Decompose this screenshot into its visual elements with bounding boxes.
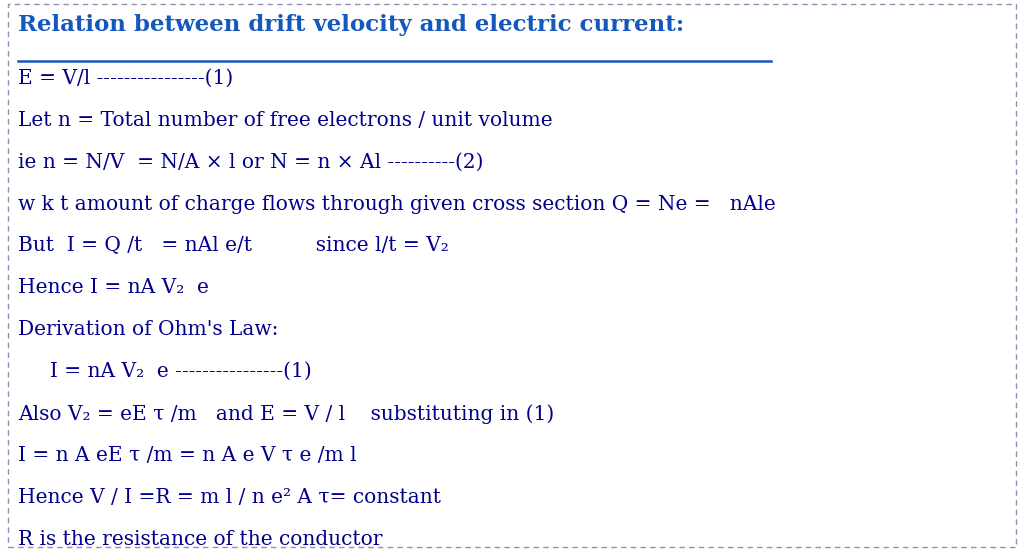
Text: I = n A eE τ /m = n A e V τ e /m l: I = n A eE τ /m = n A e V τ e /m l [18,446,357,464]
Text: Hence I = nA V₂  e: Hence I = nA V₂ e [18,278,209,297]
Text: Derivation of Ohm's Law:: Derivation of Ohm's Law: [18,320,279,339]
Text: But  I = Q /t   = nAl e/t          since l/t = V₂: But I = Q /t = nAl e/t since l/t = V₂ [18,236,450,255]
Text: Also V₂ = eE τ /m   and E = V / l    substituting in (1): Also V₂ = eE τ /m and E = V / l substitu… [18,404,555,424]
Text: R is the resistance of the conductor: R is the resistance of the conductor [18,530,383,548]
Text: I = nA V₂  e ----------------(1): I = nA V₂ e ----------------(1) [18,362,312,381]
Text: Let n = Total number of free electrons / unit volume: Let n = Total number of free electrons /… [18,111,553,129]
Text: w k t amount of charge flows through given cross section Q = Ne =   nAle: w k t amount of charge flows through giv… [18,195,776,213]
Text: ie n = N/V  = N/A × l or N = n × Al ----------(2): ie n = N/V = N/A × l or N = n × Al -----… [18,153,484,171]
Text: Hence V / I =R = m l / n e² A τ= constant: Hence V / I =R = m l / n e² A τ= constan… [18,488,441,506]
Text: E = V/l ----------------(1): E = V/l ----------------(1) [18,69,233,88]
Text: Relation between drift velocity and electric current:: Relation between drift velocity and elec… [18,14,685,36]
